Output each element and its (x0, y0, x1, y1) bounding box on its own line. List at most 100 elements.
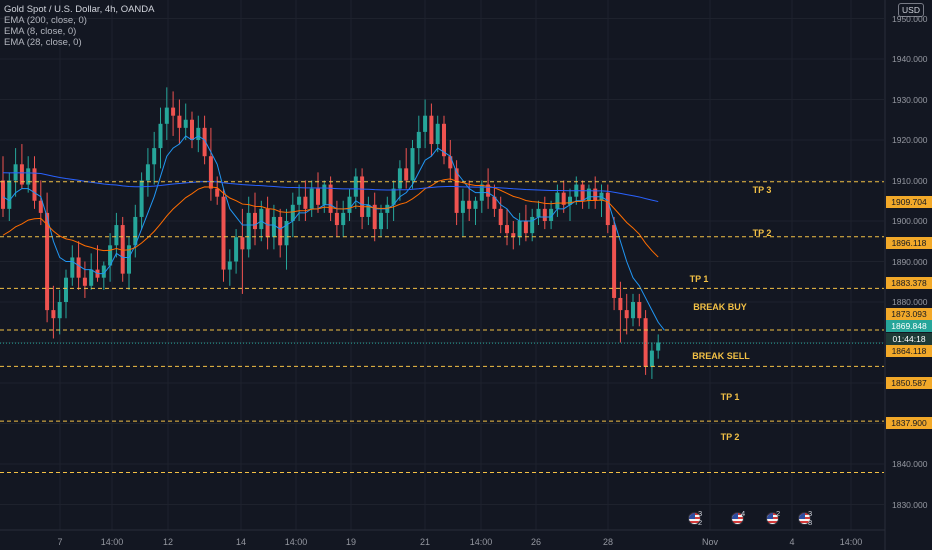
candle-body (643, 318, 648, 367)
time-tick-label: 14:00 (284, 537, 308, 547)
time-tick-label: 28 (602, 537, 614, 547)
candle-body (454, 168, 459, 213)
time-tick-label: 4 (789, 537, 795, 547)
economic-event-flag[interactable]: 3 8 (798, 509, 814, 527)
candle-body (372, 204, 377, 230)
tp3-price-badge: 1909.704 (886, 196, 932, 208)
candle-body (145, 164, 150, 181)
candle-body (334, 212, 339, 226)
tp3-label: TP 3 (752, 185, 772, 195)
candle-body (618, 297, 623, 311)
candle-body (586, 188, 591, 201)
indicator-ema-8[interactable]: EMA (8, close, 0) (4, 26, 77, 37)
time-tick-label: 14:00 (469, 537, 493, 547)
candle-body (297, 196, 302, 205)
price-tick-label: 1840.000 (892, 459, 928, 469)
time-tick-label: Nov (701, 537, 719, 547)
time-tick-label: 7 (57, 537, 63, 547)
candle-body (624, 310, 629, 319)
time-tick-label: 14 (235, 537, 247, 547)
event-count: 3 8 (808, 509, 813, 527)
candle-body (7, 180, 12, 209)
candle-body (290, 204, 295, 221)
candle-body (416, 131, 421, 149)
sell-tp1-label: TP 1 (720, 392, 740, 402)
candle-body (227, 261, 232, 270)
sell-tp1-price-badge: 1850.587 (886, 377, 932, 389)
candle-body (549, 208, 554, 221)
indicator-ema-28[interactable]: EMA (28, close, 0) (4, 37, 82, 48)
price-tick-label: 1920.000 (892, 135, 928, 145)
candle-body (309, 188, 314, 209)
candle-body (316, 188, 320, 205)
candle-body (196, 127, 201, 140)
us-flag-icon (688, 512, 701, 525)
symbol-title[interactable]: Gold Spot / U.S. Dollar, 4h, OANDA (4, 4, 155, 15)
candle-body (32, 168, 37, 201)
time-tick-label: 26 (530, 537, 542, 547)
candle-body (101, 265, 106, 278)
candle-body (530, 216, 535, 234)
time-tick-label: 14:00 (839, 537, 863, 547)
candle-body (114, 225, 119, 246)
economic-event-flag[interactable]: 4 (731, 509, 747, 526)
candle-body (38, 200, 43, 213)
candle-body (593, 188, 598, 201)
candle-body (467, 200, 472, 209)
candle-body (473, 200, 478, 209)
price-tick-label: 1930.000 (892, 94, 928, 105)
us-flag-icon (731, 512, 744, 525)
candle-body (612, 225, 617, 298)
candle-body (397, 168, 402, 189)
candle-body (26, 168, 31, 185)
price-tick-label: 1950.000 (892, 13, 928, 24)
candle-body (448, 156, 453, 169)
candle-body (234, 237, 239, 262)
candle-body (120, 225, 125, 274)
candle-body (139, 180, 144, 217)
tp2-price-badge: 1896.118 (886, 237, 932, 249)
tp2-label: TP 2 (752, 228, 772, 238)
candle-body (379, 212, 383, 230)
candle-body (360, 176, 365, 217)
candle-body (561, 192, 566, 205)
event-count: 2 (776, 509, 781, 518)
candle-body (523, 221, 528, 234)
candle-body (57, 302, 62, 319)
candle-body (215, 188, 220, 197)
candle-body (303, 196, 308, 209)
candle-body (511, 233, 516, 238)
ema-28-line (2, 178, 659, 258)
candle-body (70, 257, 75, 278)
break-sell-label: BREAK SELL (692, 351, 750, 361)
time-tick-label: 21 (419, 537, 431, 547)
candle-body (127, 245, 131, 274)
candle-body (152, 148, 157, 165)
candle-body (177, 115, 182, 128)
ema-8-line (2, 135, 665, 331)
candle-body (410, 148, 415, 181)
candle-body (259, 208, 264, 230)
candle-body (366, 204, 371, 217)
sell-tp2-price-badge: 1837.900 (886, 417, 932, 429)
price-tick-label: 1900.000 (892, 216, 928, 226)
candle-body (19, 164, 24, 185)
time-tick-label: 19 (345, 537, 357, 547)
candle-body (442, 123, 446, 157)
candle-body (322, 184, 327, 205)
economic-event-flag[interactable]: 2 (766, 509, 782, 526)
candle-body (246, 212, 251, 250)
candle-body (284, 221, 289, 246)
candle-body (542, 208, 547, 221)
candle-body (51, 310, 56, 319)
economic-event-flag[interactable]: 3 2 (688, 509, 704, 527)
candle-body (649, 350, 654, 367)
last-price-badge: 1869.848 (886, 320, 932, 332)
time-tick-label: 12 (162, 537, 174, 547)
candle-body (637, 302, 642, 319)
currency-button[interactable]: USD (898, 3, 924, 17)
candle-body (328, 184, 333, 213)
indicator-ema-200[interactable]: EMA (200, close, 0) (4, 15, 87, 26)
